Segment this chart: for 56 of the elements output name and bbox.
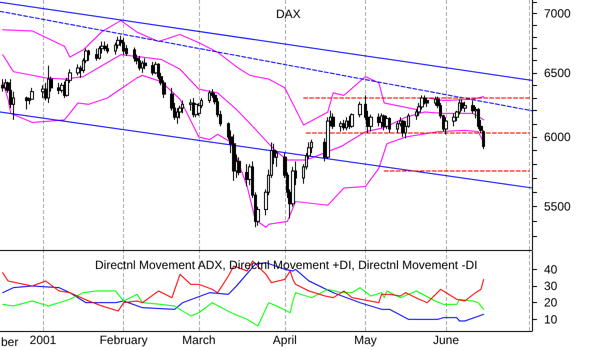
- candlestick: [76, 64, 80, 76]
- candlestick: [477, 108, 480, 130]
- text: ber: [1, 335, 18, 349]
- x-tick-label: March: [182, 333, 216, 347]
- candlestick: [345, 116, 348, 131]
- line-series: [2, 262, 484, 322]
- x-tick-label: May: [354, 333, 377, 347]
- candlestick: [87, 49, 90, 62]
- y-tick-label: 6000: [544, 130, 572, 144]
- line-series: [2, 54, 484, 160]
- candlestick: [232, 134, 236, 182]
- x-tick-label: June: [433, 333, 460, 347]
- candlestick: [208, 90, 211, 104]
- line-series: [2, 287, 484, 326]
- line-series: [2, 20, 484, 126]
- candlestick: [348, 115, 351, 130]
- candlestick: [41, 84, 45, 98]
- candlestick: [444, 116, 448, 135]
- candlestick: [106, 43, 109, 54]
- candlestick: [138, 55, 141, 71]
- candlestick: [95, 48, 98, 62]
- candlestick: [396, 120, 399, 134]
- candlestick: [57, 82, 61, 95]
- x-tick-label: April: [272, 333, 297, 347]
- candlestick: [98, 46, 101, 60]
- candlestick: [245, 164, 249, 188]
- candlestick: [47, 65, 50, 104]
- candlestick: [339, 120, 343, 132]
- candlestick: [143, 58, 147, 70]
- candlestick: [350, 112, 354, 128]
- candlestick: [122, 37, 125, 56]
- line-series: [2, 74, 484, 228]
- y-tick-label: 6500: [544, 66, 572, 80]
- y-tick-label: 10: [544, 312, 558, 326]
- y-tick-label: 30: [544, 279, 558, 293]
- candlestick: [1, 78, 4, 92]
- x-tick-label: February: [100, 333, 148, 347]
- candlestick: [103, 41, 107, 52]
- line-series: [2, 260, 484, 312]
- candlestick: [133, 46, 136, 62]
- candlestick: [452, 112, 456, 127]
- text: DAX: [276, 7, 301, 21]
- candlestick: [388, 116, 391, 134]
- y-tick-label: 20: [544, 296, 558, 310]
- y-tick-label: 40: [544, 262, 558, 276]
- candlestick: [358, 101, 362, 118]
- candlestick: [463, 101, 467, 113]
- y-tick-label: 7000: [544, 6, 572, 21]
- candlestick: [141, 60, 144, 74]
- y-tick-label: 5500: [544, 200, 572, 214]
- candlestick: [401, 119, 405, 138]
- candlestick: [460, 98, 464, 112]
- candlestick: [237, 156, 241, 176]
- candlestick: [377, 112, 381, 127]
- candlestick: [369, 114, 373, 132]
- x-tick-label: 2001: [30, 333, 57, 347]
